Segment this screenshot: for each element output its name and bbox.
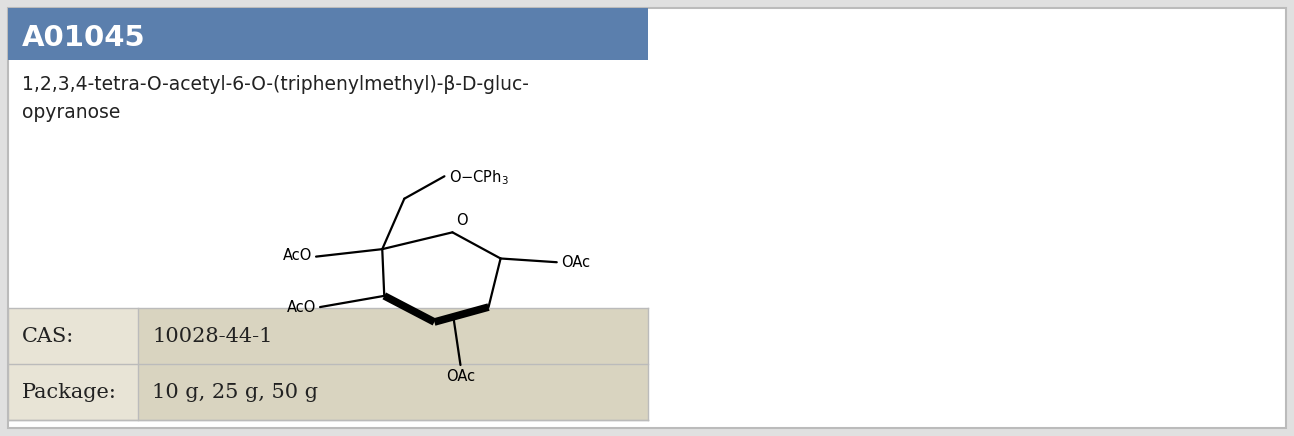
FancyBboxPatch shape (138, 364, 648, 420)
Text: Package:: Package: (22, 382, 116, 402)
Text: 10028-44-1: 10028-44-1 (151, 327, 273, 345)
FancyBboxPatch shape (8, 8, 1286, 428)
Text: AcO: AcO (282, 249, 312, 263)
Text: O$-$CPh$_3$: O$-$CPh$_3$ (449, 169, 509, 187)
Text: 1,2,3,4-tetra-O-acetyl-6-O-(triphenylmethyl)-β-D-gluc-: 1,2,3,4-tetra-O-acetyl-6-O-(triphenylmet… (22, 75, 529, 93)
Text: AcO: AcO (287, 300, 316, 315)
Text: A01045: A01045 (22, 24, 146, 52)
FancyBboxPatch shape (8, 308, 138, 364)
Text: OAc: OAc (560, 255, 590, 270)
Text: opyranose: opyranose (22, 102, 120, 122)
Text: CAS:: CAS: (22, 327, 74, 345)
Text: 10 g, 25 g, 50 g: 10 g, 25 g, 50 g (151, 382, 318, 402)
Text: OAc: OAc (446, 369, 475, 385)
FancyBboxPatch shape (138, 308, 648, 364)
FancyBboxPatch shape (8, 364, 138, 420)
FancyBboxPatch shape (8, 8, 648, 60)
Text: O: O (455, 213, 467, 228)
